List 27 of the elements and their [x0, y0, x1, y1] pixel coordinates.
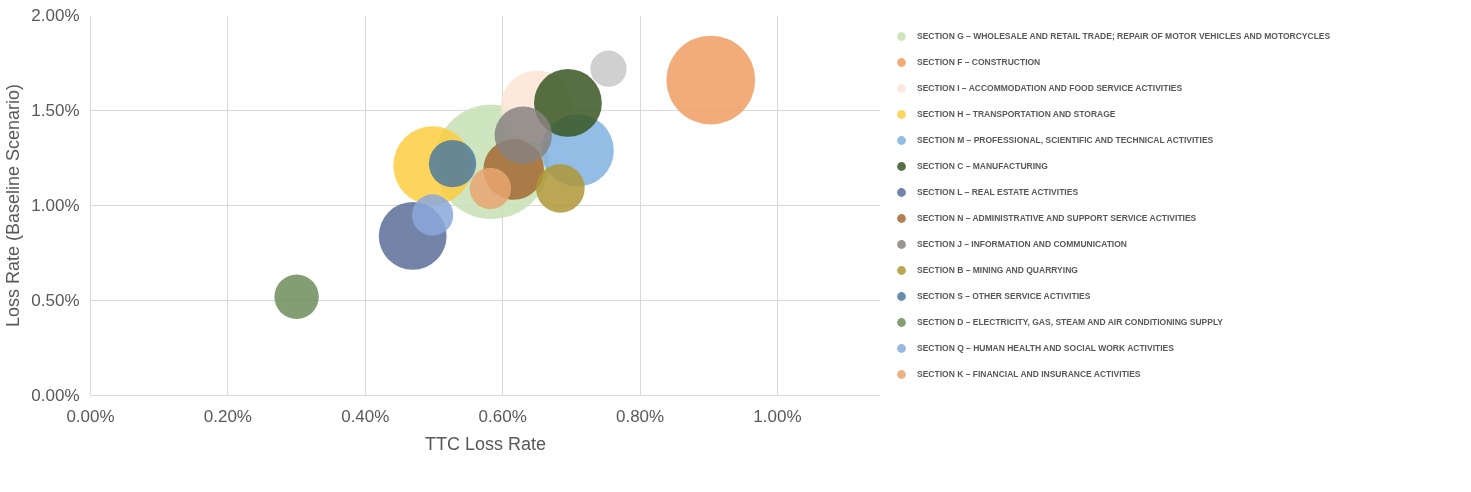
y-axis-title: Loss Rate (Baseline Scenario) [3, 83, 24, 328]
x-tick-label: 0.40% [341, 406, 390, 426]
legend-label: SECTION N – ADMINISTRATIVE AND SUPPORT SERVICE ACTIVITIES [917, 212, 1197, 225]
legend-label: SECTION L – REAL ESTATE ACTIVITIES [917, 186, 1079, 199]
legend-label: SECTION J – INFORMATION AND COMMUNICATION [917, 238, 1127, 251]
x-tick-label: 0.60% [478, 406, 527, 426]
x-axis-title: TTC Loss Rate [424, 433, 547, 454]
y-tick-label: 2.00% [31, 6, 80, 25]
legend-label: SECTION C – MANUFACTURING [917, 160, 1048, 173]
x-tick-label: 1.00% [753, 406, 802, 426]
legend-label: SECTION Q – HUMAN HEALTH AND SOCIAL WORK ACTIVITIES [917, 342, 1174, 355]
y-tick-label: 0.50% [31, 291, 80, 310]
legend-label: SECTION K – FINANCIAL AND INSURANCE ACTIVITIES [917, 368, 1141, 381]
y-tick-label: 1.00% [31, 196, 80, 215]
legend-label: SECTION B – MINING AND QUARRYING [917, 264, 1078, 277]
legend-label: SECTION D – ELECTRICITY, GAS, STEAM AND AIR CONDITIONING SUPPLY [917, 316, 1224, 329]
x-tick-label: 0.20% [203, 406, 252, 426]
legend-label: SECTION H – TRANSPORTATION AND STORAGE [917, 108, 1116, 121]
legend-label: SECTION I – ACCOMMODATION AND FOOD SERVICE ACTIVITIES [917, 82, 1183, 95]
y-tick-label: 1.50% [31, 101, 80, 120]
x-tick-label: 0.80% [615, 406, 665, 426]
legend-label: SECTION G – WHOLESALE AND RETAIL TRADE; REPAIR OF MOTOR VEHICLES AND MOTORCYCLES [917, 30, 1331, 43]
legend-label: SECTION F – CONSTRUCTION [917, 56, 1041, 69]
y-tick-label: 0.00% [31, 386, 80, 405]
legend-label: SECTION S – OTHER SERVICE ACTIVITIES [917, 290, 1091, 303]
legend-label: SECTION M – PROFESSIONAL, SCIENTIFIC AND TECHNICAL ACTIVITIES [917, 134, 1214, 147]
x-tick-label: 0.00% [66, 406, 115, 426]
